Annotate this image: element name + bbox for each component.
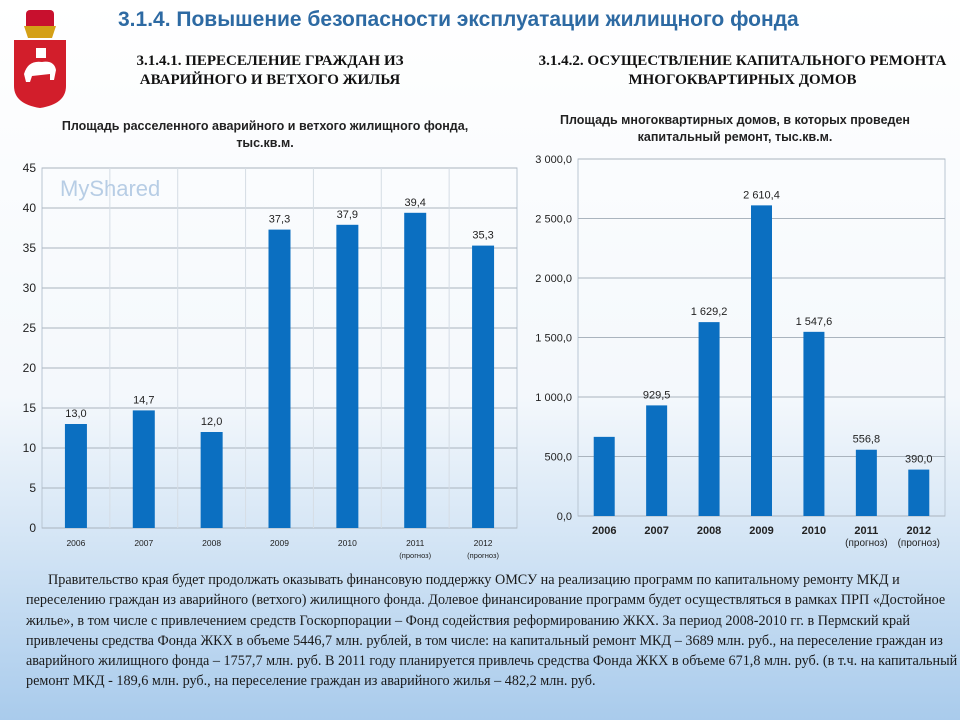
body-paragraph: Правительство края будет продолжать оказ… [26, 572, 958, 690]
y-tick-label: 45 [23, 161, 37, 175]
x-tick-label: 2012 [907, 525, 931, 537]
bar [646, 405, 668, 516]
y-tick-label: 20 [23, 361, 37, 375]
x-tick-label: 2009 [270, 538, 289, 548]
data-label: 37,3 [269, 214, 290, 226]
x-tick-label: 2008 [697, 525, 721, 537]
y-tick-label: 500,0 [544, 452, 572, 464]
bar [855, 449, 877, 516]
data-label: 12,0 [201, 416, 222, 428]
x-tick-label: 2007 [134, 538, 153, 548]
x-tick-label: 2011 [406, 538, 425, 548]
y-tick-label: 0 [29, 521, 36, 535]
page-title: 3.1.4. Повышение безопасности эксплуатац… [118, 8, 799, 31]
x-tick-label: 2009 [749, 525, 773, 537]
x-tick-label: (прогноз) [467, 551, 499, 560]
x-tick-label: 2006 [66, 538, 85, 548]
data-label: 2 610,4 [743, 189, 780, 201]
watermark: MyShared [60, 176, 161, 201]
bar [751, 205, 772, 516]
left-chart-title: Площадь расселенного аварийного и ветхог… [61, 119, 469, 150]
data-label: 556,8 [853, 434, 881, 446]
y-tick-label: 30 [23, 281, 37, 295]
x-tick-label: 2007 [644, 525, 668, 537]
y-tick-label: 10 [23, 441, 37, 455]
bar [336, 224, 359, 529]
x-tick-label: 2010 [338, 538, 357, 548]
x-tick-label: (прогноз) [845, 538, 887, 549]
data-label: 929,5 [643, 389, 671, 401]
x-tick-label: 2010 [802, 525, 826, 537]
y-tick-label: 0,0 [557, 511, 572, 523]
coat-of-arms-logo [14, 10, 66, 108]
x-tick-label: (прогноз) [898, 538, 940, 549]
data-label: 13,0 [65, 408, 86, 420]
y-tick-label: 40 [23, 201, 37, 215]
y-tick-label: 3 000,0 [535, 154, 572, 166]
y-tick-label: 2 000,0 [535, 273, 572, 285]
bar [472, 245, 495, 528]
data-label: 39,4 [405, 197, 426, 209]
data-label: 1 629,2 [691, 306, 728, 318]
bar [64, 424, 87, 528]
x-tick-label: 2006 [592, 525, 616, 537]
bar [698, 322, 720, 516]
x-tick-label: 2011 [854, 525, 878, 537]
bar [908, 469, 930, 516]
data-label: 390,0 [905, 454, 933, 466]
y-tick-label: 5 [29, 481, 36, 495]
x-tick-label: (прогноз) [399, 551, 431, 560]
x-tick-label: 2008 [202, 538, 221, 548]
bar [132, 410, 155, 528]
right-section-title: 3.1.4.2. ОСУЩЕСТВЛЕНИЕ КАПИТАЛЬНОГО РЕМО… [538, 53, 947, 88]
y-tick-label: 2 500,0 [535, 214, 572, 226]
data-label: 37,9 [337, 209, 358, 221]
y-tick-label: 15 [23, 401, 37, 415]
data-label: 14,7 [133, 394, 154, 406]
x-tick-label: 2012 [474, 538, 493, 548]
y-tick-label: 25 [23, 321, 37, 335]
bar [593, 436, 615, 516]
y-tick-label: 1 500,0 [535, 333, 572, 345]
bar [803, 331, 825, 516]
left-section-title: 3.1.4.1. ПЕРЕСЕЛЕНИЕ ГРАЖДАН ИЗ АВАРИЙНО… [136, 53, 404, 88]
y-tick-label: 1 000,0 [535, 392, 572, 404]
right-chart-title: Площадь многоквартирных домов, в которых… [560, 113, 910, 144]
data-label: 1 547,6 [796, 316, 833, 328]
bar [200, 432, 223, 528]
charts-canvas: 0 5 10 15 20 25 30 35 40 45 13,0 2006 14,7 2007 12,0 20… [23, 154, 946, 560]
y-tick-label: 35 [23, 241, 37, 255]
data-label: 35,3 [472, 230, 493, 242]
bar [404, 212, 427, 529]
bar [268, 229, 291, 528]
